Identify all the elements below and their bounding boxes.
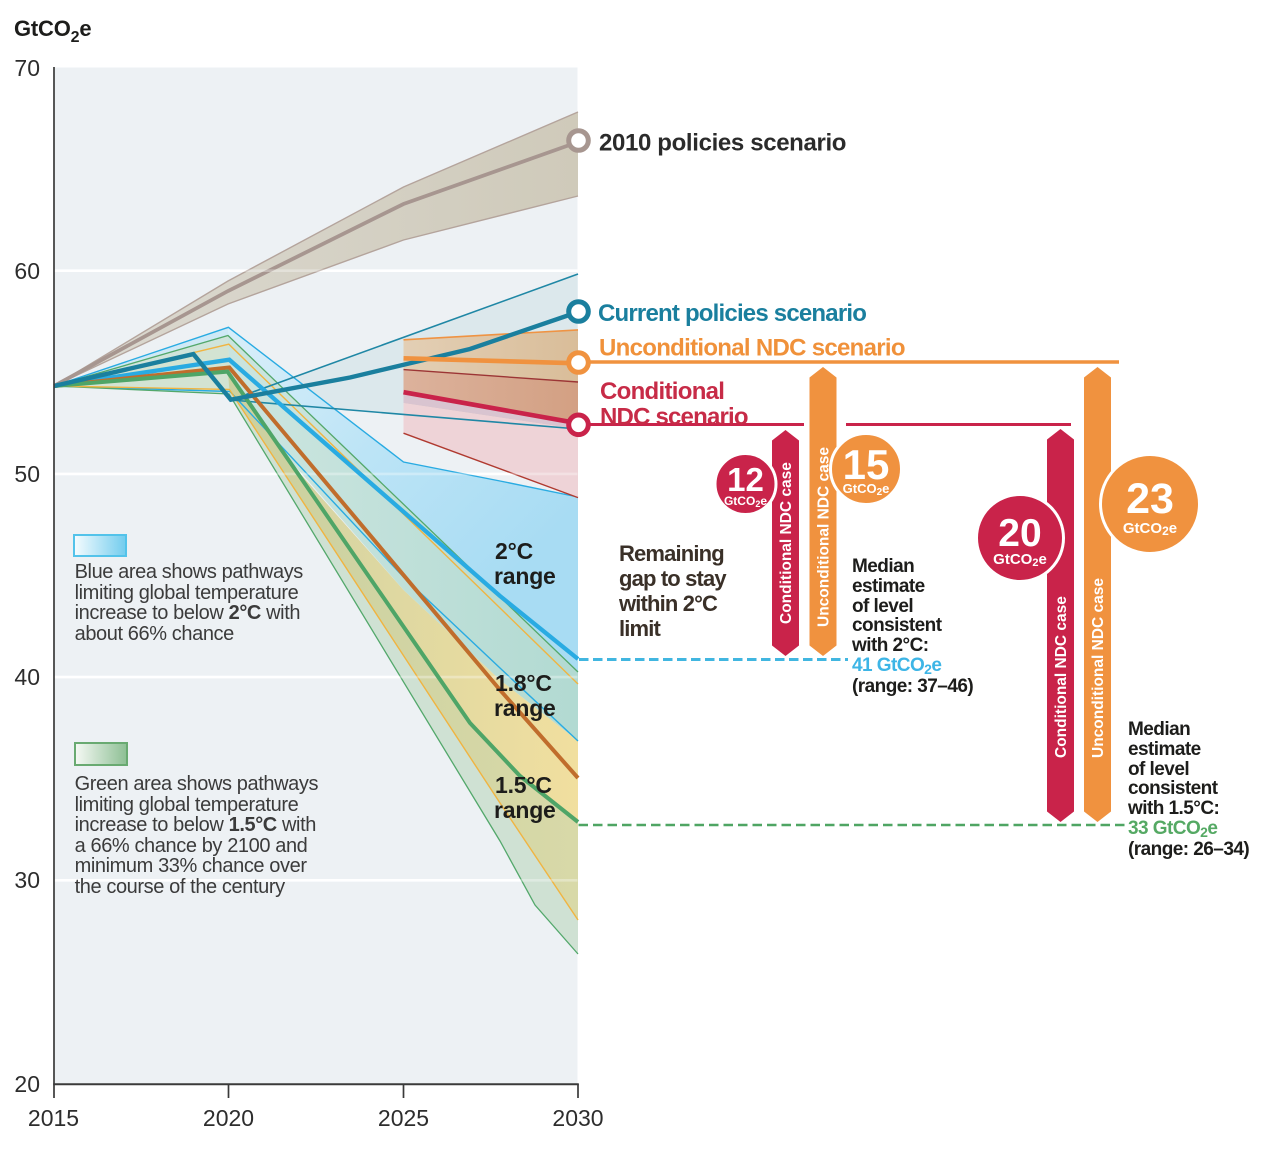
- svg-text:15: 15: [843, 441, 890, 488]
- svg-text:12: 12: [727, 461, 764, 498]
- svg-text:GtCO2e: GtCO2e: [724, 494, 767, 509]
- svg-text:1.5°C: 1.5°C: [495, 772, 552, 798]
- svg-text:Conditional NDC case: Conditional NDC case: [1053, 596, 1070, 758]
- svg-text:GtCO2e: GtCO2e: [14, 16, 91, 46]
- svg-text:Unconditional NDC scenario: Unconditional NDC scenario: [599, 334, 905, 361]
- svg-text:60: 60: [14, 258, 40, 284]
- svg-text:2030: 2030: [552, 1105, 603, 1131]
- svg-text:20: 20: [998, 512, 1041, 555]
- svg-text:Conditional NDC case: Conditional NDC case: [778, 462, 795, 624]
- svg-text:Conditional: Conditional: [600, 378, 724, 405]
- svg-text:2010 policies scenario: 2010 policies scenario: [599, 130, 846, 157]
- svg-text:range: range: [494, 797, 556, 823]
- svg-text:30: 30: [14, 867, 40, 893]
- svg-text:GtCO2e: GtCO2e: [993, 551, 1047, 569]
- svg-text:2°C: 2°C: [495, 538, 533, 564]
- svg-text:GtCO2e: GtCO2e: [1123, 520, 1177, 538]
- svg-text:Current policies scenario: Current policies scenario: [598, 300, 866, 327]
- svg-text:40: 40: [14, 664, 40, 690]
- svg-text:GtCO2e: GtCO2e: [843, 481, 890, 498]
- svg-text:50: 50: [14, 461, 40, 487]
- svg-text:23: 23: [1126, 475, 1174, 523]
- svg-text:Unconditional NDC case: Unconditional NDC case: [816, 447, 833, 627]
- svg-text:70: 70: [14, 55, 40, 81]
- svg-text:range: range: [494, 695, 556, 721]
- svg-text:Unconditional NDC case: Unconditional NDC case: [1090, 578, 1107, 758]
- svg-text:20: 20: [14, 1071, 40, 1097]
- svg-text:NDC scenario: NDC scenario: [600, 404, 748, 431]
- svg-text:range: range: [494, 563, 556, 589]
- svg-text:1.8°C: 1.8°C: [495, 670, 552, 696]
- svg-text:2025: 2025: [378, 1105, 429, 1131]
- svg-text:2020: 2020: [203, 1105, 254, 1131]
- svg-text:2015: 2015: [28, 1105, 79, 1131]
